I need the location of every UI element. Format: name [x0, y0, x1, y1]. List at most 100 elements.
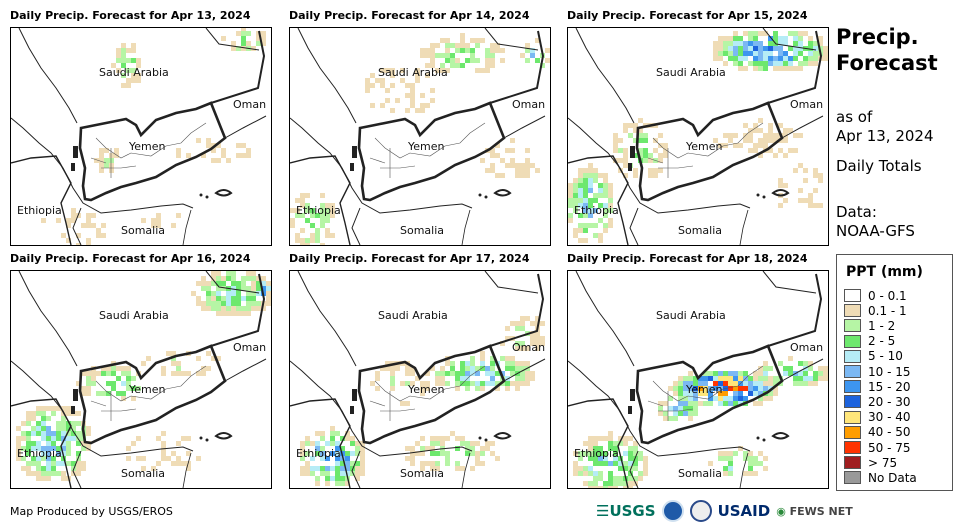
- precip-cell: [246, 306, 251, 311]
- precip-cell: [490, 153, 495, 158]
- precip-cell: [395, 98, 400, 103]
- precip-cell: [61, 471, 66, 476]
- precip-cell: [61, 436, 66, 441]
- precip-cell: [763, 366, 768, 371]
- precip-cell: [688, 376, 693, 381]
- precip-cell: [161, 456, 166, 461]
- precip-cell: [261, 31, 266, 36]
- precip-cell: [385, 366, 390, 371]
- precip-cell: [723, 451, 728, 456]
- precip-cell: [290, 218, 295, 223]
- precip-cell: [588, 481, 593, 486]
- precip-cell: [465, 371, 470, 376]
- country-borders: [290, 28, 546, 245]
- precip-cell: [320, 431, 325, 436]
- precip-cell: [450, 63, 455, 68]
- precip-cell: [628, 461, 633, 466]
- precip-cell: [470, 451, 475, 456]
- precip-cell: [748, 451, 753, 456]
- precip-cell: [99, 148, 104, 153]
- precip-cell: [325, 466, 330, 471]
- precip-cell: [226, 311, 231, 316]
- country-label-ethiopia: Ethiopia: [17, 447, 62, 460]
- precip-cell: [808, 381, 813, 386]
- precip-cell: [480, 446, 485, 451]
- precip-cell: [608, 461, 613, 466]
- precip-cell: [330, 233, 335, 238]
- precip-cell: [573, 178, 578, 183]
- precip-cell: [300, 203, 305, 208]
- precip-cell: [246, 291, 251, 296]
- precip-cell: [26, 436, 31, 441]
- precip-cell: [470, 38, 475, 43]
- precip-cell: [31, 416, 36, 421]
- precip-cell: [325, 218, 330, 223]
- precip-cell: [51, 406, 56, 411]
- precip-cell: [588, 471, 593, 476]
- precip-cell: [126, 68, 131, 73]
- legend-item: 1 - 2: [844, 319, 895, 333]
- precip-cell: [603, 481, 608, 486]
- precip-cell: [26, 446, 31, 451]
- precip-cell: [475, 38, 480, 43]
- precip-cell: [598, 183, 603, 188]
- precip-cell: [370, 83, 375, 88]
- precip-cell: [648, 168, 653, 173]
- precip-cell: [126, 48, 131, 53]
- precip-cell: [708, 371, 713, 376]
- precip-cell: [76, 461, 81, 466]
- precip-cell: [818, 36, 823, 41]
- precip-cell: [823, 51, 828, 56]
- precip-cell: [505, 163, 510, 168]
- legend-swatch: [844, 365, 861, 378]
- precip-cell: [778, 178, 783, 183]
- precip-cell: [26, 441, 31, 446]
- precip-cell: [410, 371, 415, 376]
- precip-cell: [206, 301, 211, 306]
- precip-cell: [330, 213, 335, 218]
- precip-cell: [638, 128, 643, 133]
- precip-cell: [648, 173, 653, 178]
- precip-cell: [176, 361, 181, 366]
- precip-cell: [300, 446, 305, 451]
- precip-cell: [440, 451, 445, 456]
- precip-cell: [261, 276, 266, 281]
- country-label-saudi: Saudi Arabia: [378, 309, 448, 322]
- precip-cell: [340, 481, 345, 486]
- precip-cell: [216, 158, 221, 163]
- precip-cell: [480, 158, 485, 163]
- precip-cell: [803, 376, 808, 381]
- precip-cell: [36, 446, 41, 451]
- precip-cell: [116, 366, 121, 371]
- precip-cell: [638, 133, 643, 138]
- precip-cell: [206, 351, 211, 356]
- precip-cell: [221, 301, 226, 306]
- precip-cell: [490, 361, 495, 366]
- precip-cell: [798, 46, 803, 51]
- precip-cell: [753, 61, 758, 66]
- precip-cell: [693, 381, 698, 386]
- precip-cell: [385, 98, 390, 103]
- precip-cell: [758, 128, 763, 133]
- precip-cell: [753, 376, 758, 381]
- precip-cell: [728, 466, 733, 471]
- precip-cell: [166, 456, 171, 461]
- precip-cell: [813, 376, 818, 381]
- precip-cell: [713, 56, 718, 61]
- map-svg: [11, 271, 271, 488]
- precip-cell: [598, 461, 603, 466]
- precip-cell: [246, 153, 251, 158]
- precip-cell: [723, 456, 728, 461]
- precip-cell: [753, 381, 758, 386]
- precip-cell: [390, 381, 395, 386]
- precip-cell: [101, 391, 106, 396]
- precip-cell: [131, 68, 136, 73]
- precip-cell: [460, 366, 465, 371]
- country-label-ethiopia: Ethiopia: [296, 204, 341, 217]
- precip-cell: [41, 466, 46, 471]
- precip-cell: [216, 281, 221, 286]
- precip-cell: [588, 188, 593, 193]
- precip-cell: [718, 143, 723, 148]
- precip-cell: [26, 416, 31, 421]
